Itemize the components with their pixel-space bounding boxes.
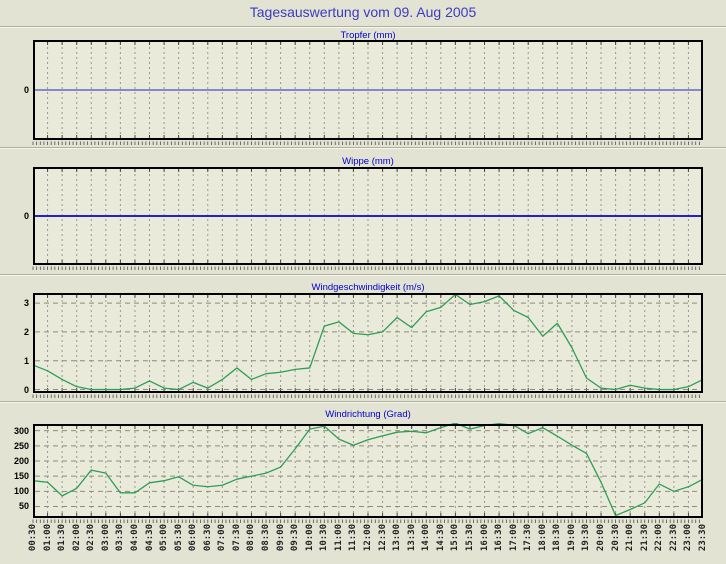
x-axis-label: 13:00 [392, 524, 403, 552]
x-axis-label: 10:30 [319, 524, 330, 552]
x-axis-label: 07:30 [231, 524, 242, 552]
x-axis-label: 06:30 [202, 524, 213, 552]
x-axis-label: 11:00 [333, 524, 344, 552]
x-axis-label: 23:30 [698, 524, 708, 552]
y-axis-label: 0 [23, 211, 29, 221]
x-axis-label: 17:30 [523, 524, 534, 552]
x-axis-label: 10:00 [304, 524, 315, 552]
x-axis-label: 04:30 [144, 524, 155, 552]
y-axis-label: 0 [23, 85, 29, 95]
x-axis-label: 01:30 [57, 524, 68, 552]
y-axis-label: 0 [23, 384, 29, 395]
x-axis-label: 16:00 [479, 524, 490, 552]
x-axis-label: 18:00 [537, 524, 548, 552]
tropfer-chart [32, 40, 703, 145]
x-axis-label: 08:30 [261, 524, 272, 552]
x-axis-label: 14:30 [435, 524, 446, 552]
y-axis-label: 3 [23, 298, 29, 309]
x-axis-label: 01:00 [42, 524, 53, 552]
wippe-panel-title: Wippe (mm) [342, 156, 394, 167]
x-axis-label: 13:30 [406, 524, 417, 552]
tropfer-panel-title: Tropfer (mm) [340, 30, 396, 41]
data-line [32, 293, 704, 391]
x-axis-label: 16:30 [494, 524, 505, 552]
x-axis-label: 05:30 [173, 524, 184, 552]
page-title: Tagesauswertung vom 09. Aug 2005 [249, 4, 477, 20]
x-axis-label: 23:00 [683, 524, 694, 552]
windspeed-panel-title: Windgeschwindigkeit (m/s) [311, 282, 425, 293]
y-axis-label: 2 [23, 326, 29, 337]
x-axis-label: 20:00 [596, 524, 607, 552]
x-axis-label: 09:00 [275, 524, 286, 552]
x-axis-label: 22:00 [654, 524, 665, 552]
x-axis-label: 19:30 [581, 524, 592, 552]
x-axis-label: 22:30 [668, 524, 679, 552]
winddirection-panel-title: Windrichtung (Grad) [325, 409, 411, 420]
windspeed-chart [32, 293, 704, 398]
x-axis-label: 19:00 [566, 524, 577, 552]
x-axis-label: 03:30 [115, 524, 126, 552]
x-axis-label: 15:30 [464, 524, 475, 552]
x-axis-label: 02:30 [86, 524, 97, 552]
x-axis-label: 08:00 [246, 524, 257, 552]
x-axis-label: 17:00 [508, 524, 519, 552]
section-divider [0, 147, 726, 149]
x-axis-label: 05:00 [159, 524, 170, 552]
section-divider [0, 401, 726, 403]
y-axis-label: 200 [13, 455, 29, 466]
y-axis-label: 300 [13, 425, 29, 436]
section-divider [0, 274, 726, 276]
data-line [32, 423, 704, 517]
x-axis-label: 21:00 [625, 524, 636, 552]
x-axis-label: 09:30 [290, 524, 301, 552]
x-axis-label: 04:00 [129, 524, 140, 552]
x-axis-label: 20:30 [610, 524, 621, 552]
x-axis-label: 03:00 [100, 524, 111, 552]
wippe-chart [32, 167, 703, 270]
x-axis-label: 06:00 [188, 524, 199, 552]
y-axis-label: 50 [18, 501, 29, 512]
y-axis-label: 150 [13, 471, 29, 482]
winddirection-chart [32, 423, 704, 523]
x-axis-label: 07:00 [217, 524, 228, 552]
x-axis-label: 14:00 [421, 524, 432, 552]
y-axis-label: 100 [13, 486, 29, 497]
x-axis-label: 11:30 [348, 524, 359, 552]
x-axis-label: 12:30 [377, 524, 388, 552]
y-axis-label: 250 [13, 440, 29, 451]
x-axis-label: 21:30 [639, 524, 650, 552]
section-divider [0, 26, 726, 28]
x-axis-label: 15:00 [450, 524, 461, 552]
y-axis-label: 1 [23, 355, 29, 366]
x-axis-label: 12:00 [363, 524, 373, 552]
x-axis-label: 00:30 [28, 524, 38, 552]
x-axis-label: 02:00 [71, 524, 82, 552]
x-axis-label: 18:30 [552, 524, 563, 552]
